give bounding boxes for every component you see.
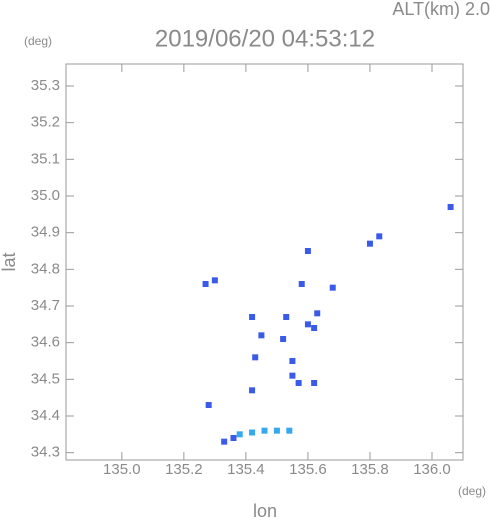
x-tick-label: 135.2 [165,461,203,478]
echo [298,281,305,287]
echo [202,281,209,287]
echo [311,325,318,331]
echo [221,438,228,445]
y-tick-label: 34.7 [31,297,60,314]
echo [447,204,454,210]
echo [329,284,336,291]
chart-title: 2019/06/20 04:53:12 [155,25,375,52]
echo [249,314,256,320]
echo [304,321,311,328]
x-tick-label: 135.0 [103,461,141,478]
y-tick-label: 34.8 [31,260,60,277]
echo [230,435,237,441]
echo [311,380,318,386]
echo [376,233,383,240]
echo [211,277,218,284]
y-axis-label: lat [0,252,19,271]
echo [295,380,302,386]
echo [249,429,256,436]
echo [289,372,296,379]
y-unit: (deg) [24,34,52,48]
echo [249,387,256,394]
x-tick-label: 135.6 [289,461,327,478]
echo [280,336,287,342]
y-tick-label: 34.4 [31,407,60,424]
x-tick-label: 135.4 [227,461,265,478]
echo [261,427,268,434]
echo [273,427,280,434]
echo [205,402,212,408]
echo [286,427,293,434]
chart-subtitle: ALT(km) 2.0 [392,0,490,19]
y-tick-label: 34.5 [31,370,60,387]
y-tick-label: 35.1 [31,150,60,167]
echo [366,240,373,247]
echo [289,358,296,364]
plot-frame [65,63,464,461]
y-tick-label: 34.9 [31,224,60,241]
x-axis-label: lon [253,501,277,521]
echo [258,332,265,339]
y-tick-label: 34.3 [31,444,60,461]
x-tick-label: 136.0 [413,461,451,478]
echo [314,310,321,317]
echo [304,248,311,254]
y-tick-label: 35.0 [31,187,60,204]
x-tick-label: 135.8 [351,461,389,478]
echo [252,354,259,361]
echo [236,431,243,438]
y-tick-label: 35.3 [31,77,60,94]
x-unit: (deg) [458,484,486,498]
y-tick-label: 34.6 [31,334,60,351]
echo [283,314,290,320]
y-tick-label: 35.2 [31,114,60,131]
